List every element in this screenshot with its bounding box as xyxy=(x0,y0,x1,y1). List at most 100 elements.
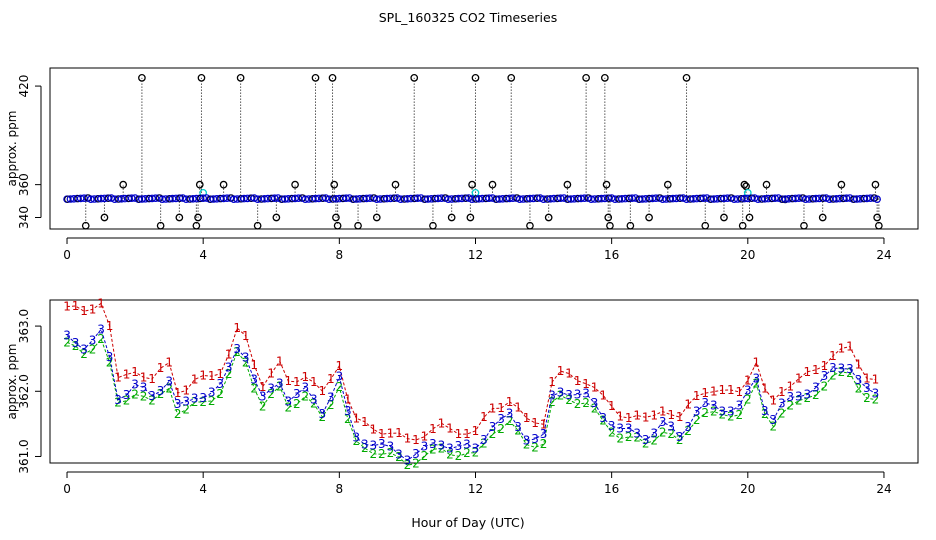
series-point-label: 1 xyxy=(752,356,760,370)
series-point-label: 1 xyxy=(650,408,658,422)
series-point-label: 2 xyxy=(318,410,326,424)
spike-point xyxy=(604,213,613,222)
series-point-label: 3 xyxy=(659,415,667,429)
series-point-label: 2 xyxy=(336,380,344,394)
series-point-label: 1 xyxy=(838,342,846,356)
series-point-label: 3 xyxy=(582,387,590,401)
series-point-label: 3 xyxy=(72,336,80,350)
series-point-label: 2 xyxy=(752,376,760,390)
series-point-label: 1 xyxy=(812,363,820,377)
spike-point xyxy=(332,213,340,222)
series-point-label: 3 xyxy=(514,420,522,434)
series-point-label: 3 xyxy=(191,392,199,406)
series-point-label: 3 xyxy=(148,389,156,403)
series-point-label: 2 xyxy=(855,382,863,396)
series-point-label: 2 xyxy=(540,437,548,451)
series-point-label: 3 xyxy=(676,430,684,444)
series-point-label: 3 xyxy=(735,398,743,412)
spike-point xyxy=(195,180,204,189)
series-point-label: 1 xyxy=(863,371,871,385)
series-point-label: 3 xyxy=(548,389,556,403)
series-point-label: 1 xyxy=(242,329,250,343)
series-point-label: 3 xyxy=(752,372,760,386)
series-point-label: 3 xyxy=(855,373,863,387)
series-point-label: 2 xyxy=(208,394,216,408)
spike-point xyxy=(333,221,342,230)
series-point-label: 3 xyxy=(523,434,531,448)
series-point-label: 1 xyxy=(821,359,829,373)
series-point-label: 1 xyxy=(684,398,692,412)
spike-point xyxy=(429,221,437,230)
series-point-label: 2 xyxy=(404,458,412,472)
spike-point xyxy=(311,74,320,82)
series-point-label: 2 xyxy=(599,414,607,428)
series-point-label: 2 xyxy=(761,407,769,421)
series-point-label: 1 xyxy=(710,385,718,399)
spike-point xyxy=(466,213,475,222)
spike-point xyxy=(372,213,381,222)
series-point-label: 2 xyxy=(276,379,284,393)
series-point-label: 2 xyxy=(480,436,488,450)
series-point-label: 1 xyxy=(80,304,88,318)
series-point-label: 1 xyxy=(140,370,148,384)
series-point-label: 2 xyxy=(106,355,114,369)
series-point-label: 3 xyxy=(608,419,616,433)
spike-point xyxy=(645,213,653,222)
series-point-label: 2 xyxy=(446,448,454,462)
series-point-label: 1 xyxy=(250,358,258,372)
series-point-label: 1 xyxy=(480,410,488,424)
spike-point xyxy=(156,221,165,230)
series-point-label: 3 xyxy=(208,386,216,400)
series-point-label: 3 xyxy=(718,405,726,419)
series-point-label: 1 xyxy=(267,367,275,381)
series-point-label: 3 xyxy=(565,388,573,402)
series-point-label: 2 xyxy=(114,396,122,410)
series-point-label: 2 xyxy=(574,397,582,411)
series-point-label: 3 xyxy=(744,383,752,397)
spike-point xyxy=(602,180,611,189)
series-point-label: 2 xyxy=(872,393,880,407)
series-point-label: 2 xyxy=(659,425,667,439)
x-tick-label: 24 xyxy=(876,248,891,262)
series-point-label: 3 xyxy=(216,377,224,391)
series-point-label: 2 xyxy=(165,381,173,395)
series-point-label: 2 xyxy=(421,449,429,463)
series-point-label: 2 xyxy=(863,391,871,405)
series-point-label: 2 xyxy=(233,345,241,359)
spike-point xyxy=(873,213,882,222)
series-point-label: 3 xyxy=(370,439,378,453)
series-point-label: 1 xyxy=(165,356,173,370)
series-point-label: 3 xyxy=(259,390,267,404)
series-point-label: 1 xyxy=(787,380,795,394)
series-point-label: 1 xyxy=(72,299,80,313)
series-point-label: 3 xyxy=(165,374,173,388)
series-point-label: 3 xyxy=(812,381,820,395)
series-point-label: 1 xyxy=(131,365,139,379)
series-point-label: 1 xyxy=(633,408,641,422)
series-point-label: 1 xyxy=(395,426,403,440)
series-point-label: 1 xyxy=(872,373,880,387)
series-point-label: 2 xyxy=(327,398,335,412)
spike-point xyxy=(468,180,476,189)
series-point-label: 3 xyxy=(599,411,607,425)
spike-point xyxy=(526,221,534,230)
spike-point xyxy=(253,221,262,230)
series-point-label: 1 xyxy=(208,369,216,383)
series-point-label: 3 xyxy=(787,390,795,404)
series-point-label: 3 xyxy=(540,427,548,441)
series-point-label: 2 xyxy=(157,387,165,401)
series-point-label: 1 xyxy=(446,422,454,436)
series-point-label: 1 xyxy=(284,374,292,388)
spike-point xyxy=(720,213,728,222)
series-point-label: 1 xyxy=(344,393,352,407)
series-point-label: 3 xyxy=(557,385,565,399)
series-point-label: 3 xyxy=(344,404,352,418)
cyan-point xyxy=(743,189,752,197)
series-point-label: 2 xyxy=(361,441,369,455)
series-point-label: 1 xyxy=(97,296,105,310)
series-point-label: 3 xyxy=(80,343,88,357)
series-point-label: 1 xyxy=(106,319,114,333)
series-point-label: 2 xyxy=(778,407,786,421)
series-point-label: 3 xyxy=(446,442,454,456)
